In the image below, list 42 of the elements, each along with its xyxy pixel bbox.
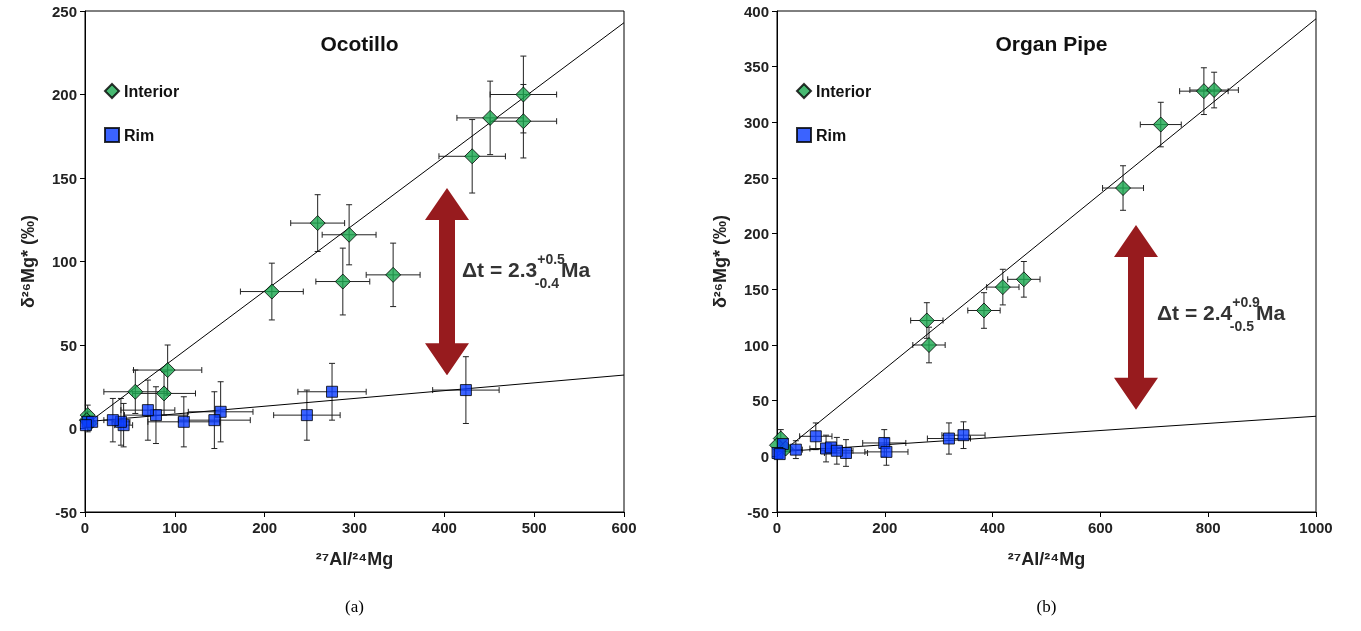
x-tick-label: 600 [611, 519, 637, 536]
text: (b) [1036, 597, 1057, 617]
y-tick-label: -50 [55, 503, 77, 521]
x-tick-label: 400 [980, 519, 1006, 536]
x-tick-label: 300 [341, 519, 368, 536]
y-tick-label: 400 [743, 2, 769, 20]
x-tick-label: 1000 [1299, 519, 1333, 536]
y-tick-label: 250 [51, 2, 77, 20]
y-tick-label: 100 [743, 336, 769, 354]
x-tick-label: 100 [162, 519, 188, 536]
x-tick-label: 0 [772, 519, 782, 536]
y-tick-label: 350 [743, 58, 769, 76]
x-tick-label: 500 [521, 519, 547, 536]
y-tick-label: 200 [51, 86, 77, 103]
y-tick-label: 50 [752, 392, 769, 410]
x-axis-title: ²⁷Al/²⁴Mg [315, 549, 394, 569]
y-tick-label: 150 [51, 169, 77, 187]
x-tick-label: 800 [1195, 519, 1221, 536]
y-tick-label: 0 [68, 420, 77, 437]
y-tick-label: 300 [743, 113, 769, 131]
legend-label: Interior [816, 82, 872, 100]
y-tick-label: 200 [743, 225, 769, 243]
x-tick-label: 200 [252, 519, 278, 536]
text: Ocotillo [320, 32, 399, 55]
y-axis-title: δ²⁶Mg* (‰) [710, 214, 730, 309]
legend-label: Rim [124, 126, 155, 144]
y-axis-title: δ²⁶Mg* (‰) [18, 214, 38, 309]
legend-label: Interior [124, 82, 180, 100]
legend-label: Rim [816, 126, 847, 144]
y-tick-label: 0 [760, 447, 769, 465]
text: Organ Pipe [995, 32, 1108, 55]
y-tick-label: 250 [743, 169, 769, 187]
y-tick-label: 50 [60, 336, 77, 354]
y-tick-label: -50 [747, 503, 769, 521]
x-tick-label: 0 [80, 519, 90, 536]
x-tick-label: 600 [1087, 519, 1113, 536]
y-tick-label: 150 [743, 280, 769, 298]
x-tick-label: 400 [431, 519, 457, 536]
x-axis-title: ²⁷Al/²⁴Mg [1007, 549, 1086, 569]
y-tick-label: 100 [51, 253, 77, 270]
text: (a) [345, 597, 364, 617]
x-tick-label: 200 [872, 519, 898, 536]
